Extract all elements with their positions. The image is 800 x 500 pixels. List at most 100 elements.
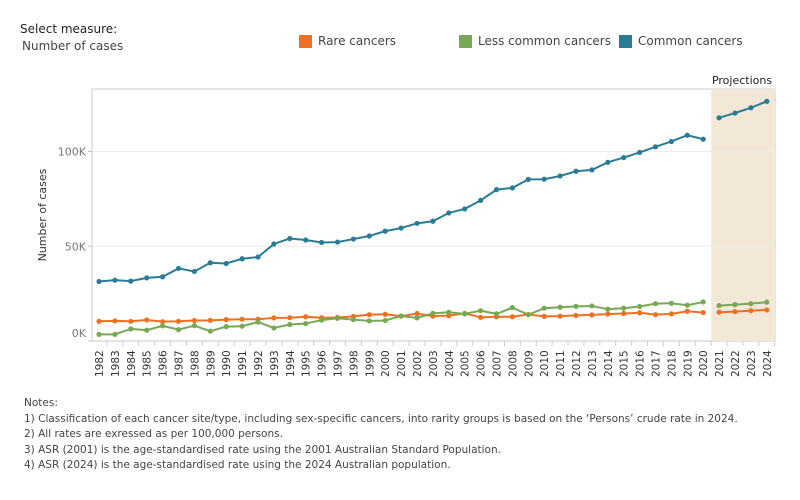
- data-point-common-cancers: [637, 149, 643, 156]
- legend-item-common[interactable]: Common cancers: [619, 34, 743, 48]
- data-point-less-common-cancers: [652, 301, 659, 307]
- data-point-common-cancers: [319, 239, 325, 246]
- data-point-rare-cancers: [605, 311, 611, 317]
- x-tick-label: 1983: [110, 350, 122, 377]
- data-point-common-cancers: [255, 254, 261, 260]
- x-tick-label: 1995: [301, 350, 313, 377]
- data-point-common-cancers: [414, 220, 420, 226]
- data-point-less-common-cancers: [175, 327, 182, 333]
- data-point-common-cancers: [716, 115, 722, 121]
- data-point-rare-cancers: [652, 312, 659, 318]
- data-point-less-common-cancers: [239, 323, 245, 329]
- x-tick-label: 1985: [142, 350, 154, 377]
- data-point-rare-cancers: [207, 317, 213, 323]
- x-tick-label: 2016: [635, 350, 647, 377]
- y-tick-label: 50K: [65, 240, 87, 253]
- data-point-less-common-cancers: [144, 327, 150, 333]
- data-point-rare-cancers: [112, 318, 118, 324]
- series-line-less-common-cancers: [719, 301, 767, 307]
- data-point-less-common-cancers: [493, 311, 500, 317]
- data-point-less-common-cancers: [637, 303, 643, 310]
- data-point-common-cancers: [334, 239, 341, 245]
- data-point-less-common-cancers: [462, 311, 468, 317]
- data-point-less-common-cancers: [350, 316, 356, 323]
- data-point-rare-cancers: [557, 313, 563, 319]
- data-point-less-common-cancers: [366, 318, 372, 324]
- x-tick-label: 2006: [476, 350, 488, 377]
- data-point-rare-cancers: [700, 309, 706, 316]
- data-point-less-common-cancers: [557, 304, 563, 310]
- data-point-less-common-cancers: [430, 310, 436, 316]
- data-point-common-cancers: [684, 132, 690, 138]
- data-point-less-common-cancers: [446, 309, 452, 315]
- x-tick-label: 2001: [396, 350, 408, 377]
- x-tick-label: 1988: [189, 350, 201, 377]
- x-tick-label: 1984: [126, 350, 138, 377]
- data-point-common-cancers: [128, 278, 134, 284]
- x-tick-label: 1986: [158, 350, 170, 377]
- data-point-rare-cancers: [303, 314, 309, 320]
- x-tick-label: 2003: [428, 350, 440, 377]
- x-tick-label: 2021: [714, 350, 726, 377]
- x-tick-label: 1989: [205, 350, 217, 377]
- data-point-rare-cancers: [748, 308, 754, 314]
- legend-label-common: Common cancers: [638, 34, 743, 48]
- notes: Notes: 1) Classification of each cancer …: [24, 396, 738, 474]
- data-point-common-cancers: [175, 265, 182, 272]
- data-point-rare-cancers: [223, 316, 229, 323]
- x-tick-label: 2010: [539, 350, 551, 377]
- data-point-rare-cancers: [509, 314, 515, 320]
- legend-swatch-less-common: [459, 34, 472, 48]
- data-point-common-cancers: [191, 268, 197, 275]
- data-point-rare-cancers: [684, 308, 690, 314]
- x-tick-label: 1991: [237, 350, 249, 377]
- data-point-common-cancers: [748, 105, 754, 111]
- data-point-common-cancers: [207, 260, 213, 266]
- data-point-common-cancers: [398, 225, 404, 231]
- legend-swatch-common: [619, 34, 632, 48]
- data-point-rare-cancers: [239, 316, 245, 322]
- data-point-common-cancers: [366, 233, 372, 239]
- data-point-less-common-cancers: [605, 306, 611, 312]
- data-point-less-common-cancers: [573, 303, 579, 309]
- legend-item-rare[interactable]: Rare cancers: [299, 34, 396, 48]
- data-point-less-common-cancers: [414, 315, 420, 321]
- data-point-less-common-cancers: [303, 320, 309, 327]
- data-point-less-common-cancers: [748, 301, 754, 307]
- x-tick-label: 2013: [587, 350, 599, 377]
- legend-label-less-common: Less common cancers: [478, 34, 611, 48]
- data-point-common-cancers: [239, 256, 245, 262]
- data-point-common-cancers: [430, 218, 436, 224]
- data-point-less-common-cancers: [271, 325, 277, 331]
- data-point-common-cancers: [303, 237, 309, 243]
- x-tick-label: 2014: [603, 350, 615, 377]
- data-point-rare-cancers: [96, 318, 102, 324]
- data-point-less-common-cancers: [128, 326, 134, 332]
- note-2: 2) All rates are exressed as per 100,000…: [24, 428, 283, 440]
- data-point-less-common-cancers: [382, 317, 388, 324]
- data-point-common-cancers: [223, 260, 229, 267]
- measure-filter-label: Select measure:: [20, 22, 118, 36]
- x-tick-label: 2022: [730, 350, 742, 377]
- legend-label-rare: Rare cancers: [318, 34, 397, 48]
- data-point-common-cancers: [112, 277, 118, 283]
- x-tick-label: 2019: [682, 350, 694, 377]
- projections-label: Projections: [712, 74, 772, 87]
- projection-band: [711, 89, 775, 341]
- data-point-common-cancers: [287, 235, 293, 242]
- measure-filter-value[interactable]: Number of cases: [22, 39, 124, 53]
- x-tick-label: 2017: [651, 350, 663, 377]
- data-point-less-common-cancers: [160, 323, 166, 329]
- x-tick-label: 2018: [666, 350, 678, 377]
- data-point-common-cancers: [525, 176, 531, 182]
- data-point-less-common-cancers: [319, 317, 325, 323]
- data-point-less-common-cancers: [716, 302, 722, 309]
- data-point-rare-cancers: [287, 315, 293, 321]
- x-tick-label: 2007: [492, 350, 504, 377]
- series-line-rare-cancers: [719, 308, 767, 314]
- legend-item-less-common[interactable]: Less common cancers: [459, 34, 611, 48]
- data-point-common-cancers: [557, 173, 563, 179]
- data-point-common-cancers: [700, 136, 706, 142]
- data-point-rare-cancers: [716, 309, 722, 315]
